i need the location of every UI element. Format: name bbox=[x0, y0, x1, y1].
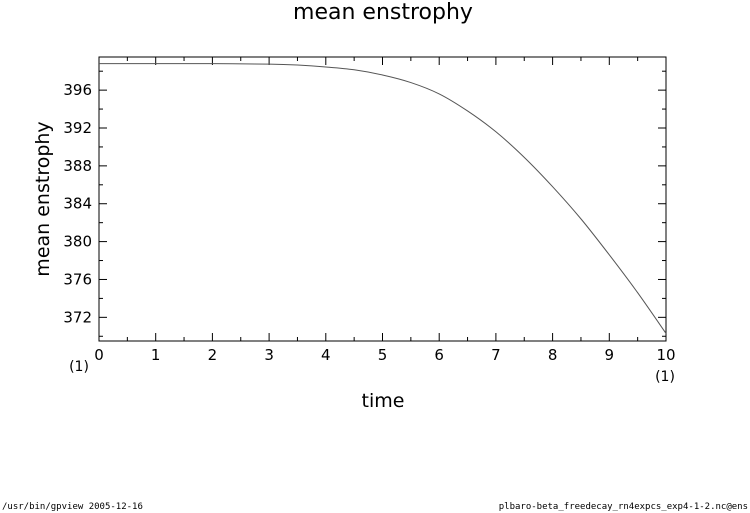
chart-title: mean enstrophy bbox=[293, 0, 473, 25]
x-tick-label: 0 bbox=[94, 346, 104, 364]
x-tick-label: 7 bbox=[491, 346, 501, 364]
x-tick-label: 10 bbox=[656, 346, 675, 364]
plot-frame bbox=[98, 56, 667, 342]
x-tick-label: 2 bbox=[208, 346, 218, 364]
footer-program-info: /usr/bin/gpview 2005-12-16 bbox=[2, 502, 143, 512]
y-tick-label: 376 bbox=[63, 270, 92, 288]
y-tick-label: 372 bbox=[63, 308, 92, 326]
x-tick-label: 1 bbox=[151, 346, 161, 364]
x-tick-label: 8 bbox=[548, 346, 558, 364]
y-axis-label: mean enstrophy bbox=[32, 121, 54, 276]
x-tick-label: 3 bbox=[264, 346, 274, 364]
series-group bbox=[98, 63, 667, 334]
y-tick-label: 384 bbox=[63, 195, 92, 213]
y-axis: 372 376 380 384 388 392 396 bbox=[63, 70, 666, 337]
x-tick-label: 5 bbox=[378, 346, 388, 364]
series-line-0 bbox=[98, 63, 667, 334]
x-tick-label: 4 bbox=[321, 346, 331, 364]
y-tick-label: 392 bbox=[63, 119, 92, 137]
x-unit-left: (1) bbox=[69, 359, 89, 375]
x-tick-label: 9 bbox=[605, 346, 615, 364]
x-axis-label: time bbox=[362, 390, 405, 412]
y-tick-label: 396 bbox=[63, 81, 92, 99]
y-tick-label: 380 bbox=[63, 233, 92, 251]
footer-file-info: plbaro-beta_freedecay_rn4expcs_exp4-1-2.… bbox=[498, 502, 748, 512]
x-unit-right: (1) bbox=[655, 369, 675, 385]
y-tick-label: 388 bbox=[63, 157, 92, 175]
x-tick-label: 6 bbox=[434, 346, 444, 364]
x-axis: 0 1 2 3 4 5 6 7 8 9 10 bbox=[94, 57, 676, 364]
